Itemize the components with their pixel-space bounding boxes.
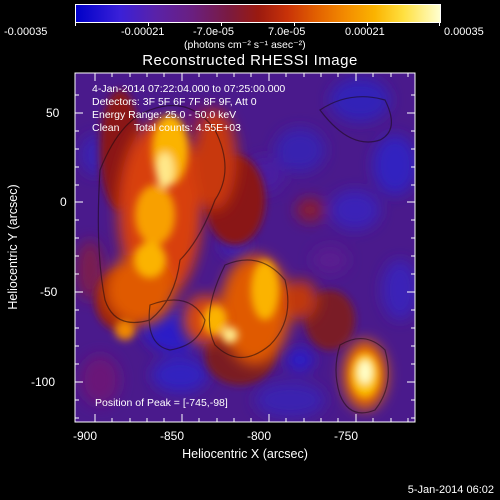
y-tick-label: -100 [31,375,56,389]
info-energy-range: Energy Range: 25.0 - 50.0 keV [92,109,237,121]
y-axis-label: Heliocentric Y (arcsec) [6,184,20,310]
x-tick-label: -750 [334,429,359,443]
colorbar [75,4,441,23]
info-clean-counts: Clean Total counts: 4.55E+03 [92,122,241,134]
colorbar-tick-label: -7.0e-05 [193,26,234,38]
colorbar-tick-label: 7.0e-05 [268,26,306,38]
y-ticks [75,94,415,419]
colorbar-tick [294,22,295,26]
colorbar-tick [221,22,222,26]
x-axis-label: Heliocentric X (arcsec) [182,447,308,461]
colorbar-tick-label: -0.00021 [121,26,165,38]
colorbar-tick-label: -0.00035 [4,26,48,38]
plot-frame [74,72,416,423]
colorbar-units: (photons cm⁻² s⁻¹ asec⁻²) [184,39,306,51]
y-tick-label: -50 [40,285,58,299]
footer-date: 5-Jan-2014 06:02 [407,484,494,496]
colorbar-tick [148,22,149,26]
colorbar-tick-label: 0.00021 [345,26,385,38]
x-tick-label: -850 [160,429,185,443]
colorbar-tick [439,22,440,26]
x-tick-label: -900 [73,429,98,443]
info-peak-position: Position of Peak = [-745,-98] [95,397,228,409]
x-tick-label: -800 [247,429,272,443]
image-title: Reconstructed RHESSI Image [142,52,358,69]
y-tick-label: 0 [60,195,67,209]
x-ticks [94,73,409,422]
info-time-range: 4-Jan-2014 07:22:04.000 to 07:25:00.000 [92,83,286,95]
y-tick-label: 50 [46,106,60,120]
info-detectors: Detectors: 3F 5F 6F 7F 8F 9F, Att 0 [92,96,257,108]
colorbar-tick [367,22,368,26]
image-area [75,73,415,422]
colorbar-tick-label: 0.00035 [444,26,484,38]
colorbar-tick [75,22,76,26]
